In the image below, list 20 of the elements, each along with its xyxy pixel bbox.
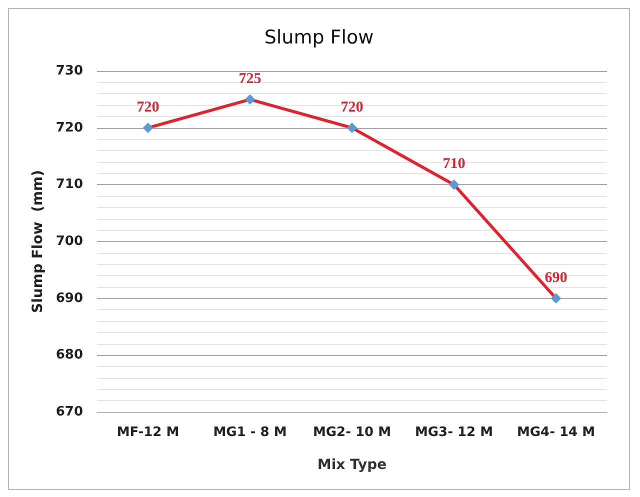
y-tick-label: 710 (56, 177, 83, 192)
y-tick-label: 700 (56, 234, 83, 249)
x-tick-label: MF-12 M (116, 425, 180, 440)
x-axis-title: Mix Type (317, 457, 387, 473)
y-tick-label: 720 (56, 120, 83, 136)
x-tick-label: MG4- 14 M (516, 425, 596, 440)
y-axis-title: Slump Flow (mm) (30, 170, 46, 313)
data-label: 720 (340, 99, 364, 116)
y-tick-label: 730 (56, 64, 83, 78)
data-label: 710 (442, 156, 466, 172)
data-label: 720 (136, 99, 160, 116)
y-tick-label: 690 (56, 290, 83, 306)
x-tick-label: MG2- 10 M (312, 425, 392, 440)
data-label: 725 (238, 70, 262, 87)
data-label: 690 (544, 270, 568, 286)
x-tick-label: MG1 - 8 M (213, 425, 287, 440)
y-tick-label: 670 (56, 404, 83, 420)
x-tick-label: MG3- 12 M (414, 425, 494, 440)
y-tick-label: 680 (56, 348, 83, 363)
chart-title: Slump Flow (264, 26, 374, 48)
